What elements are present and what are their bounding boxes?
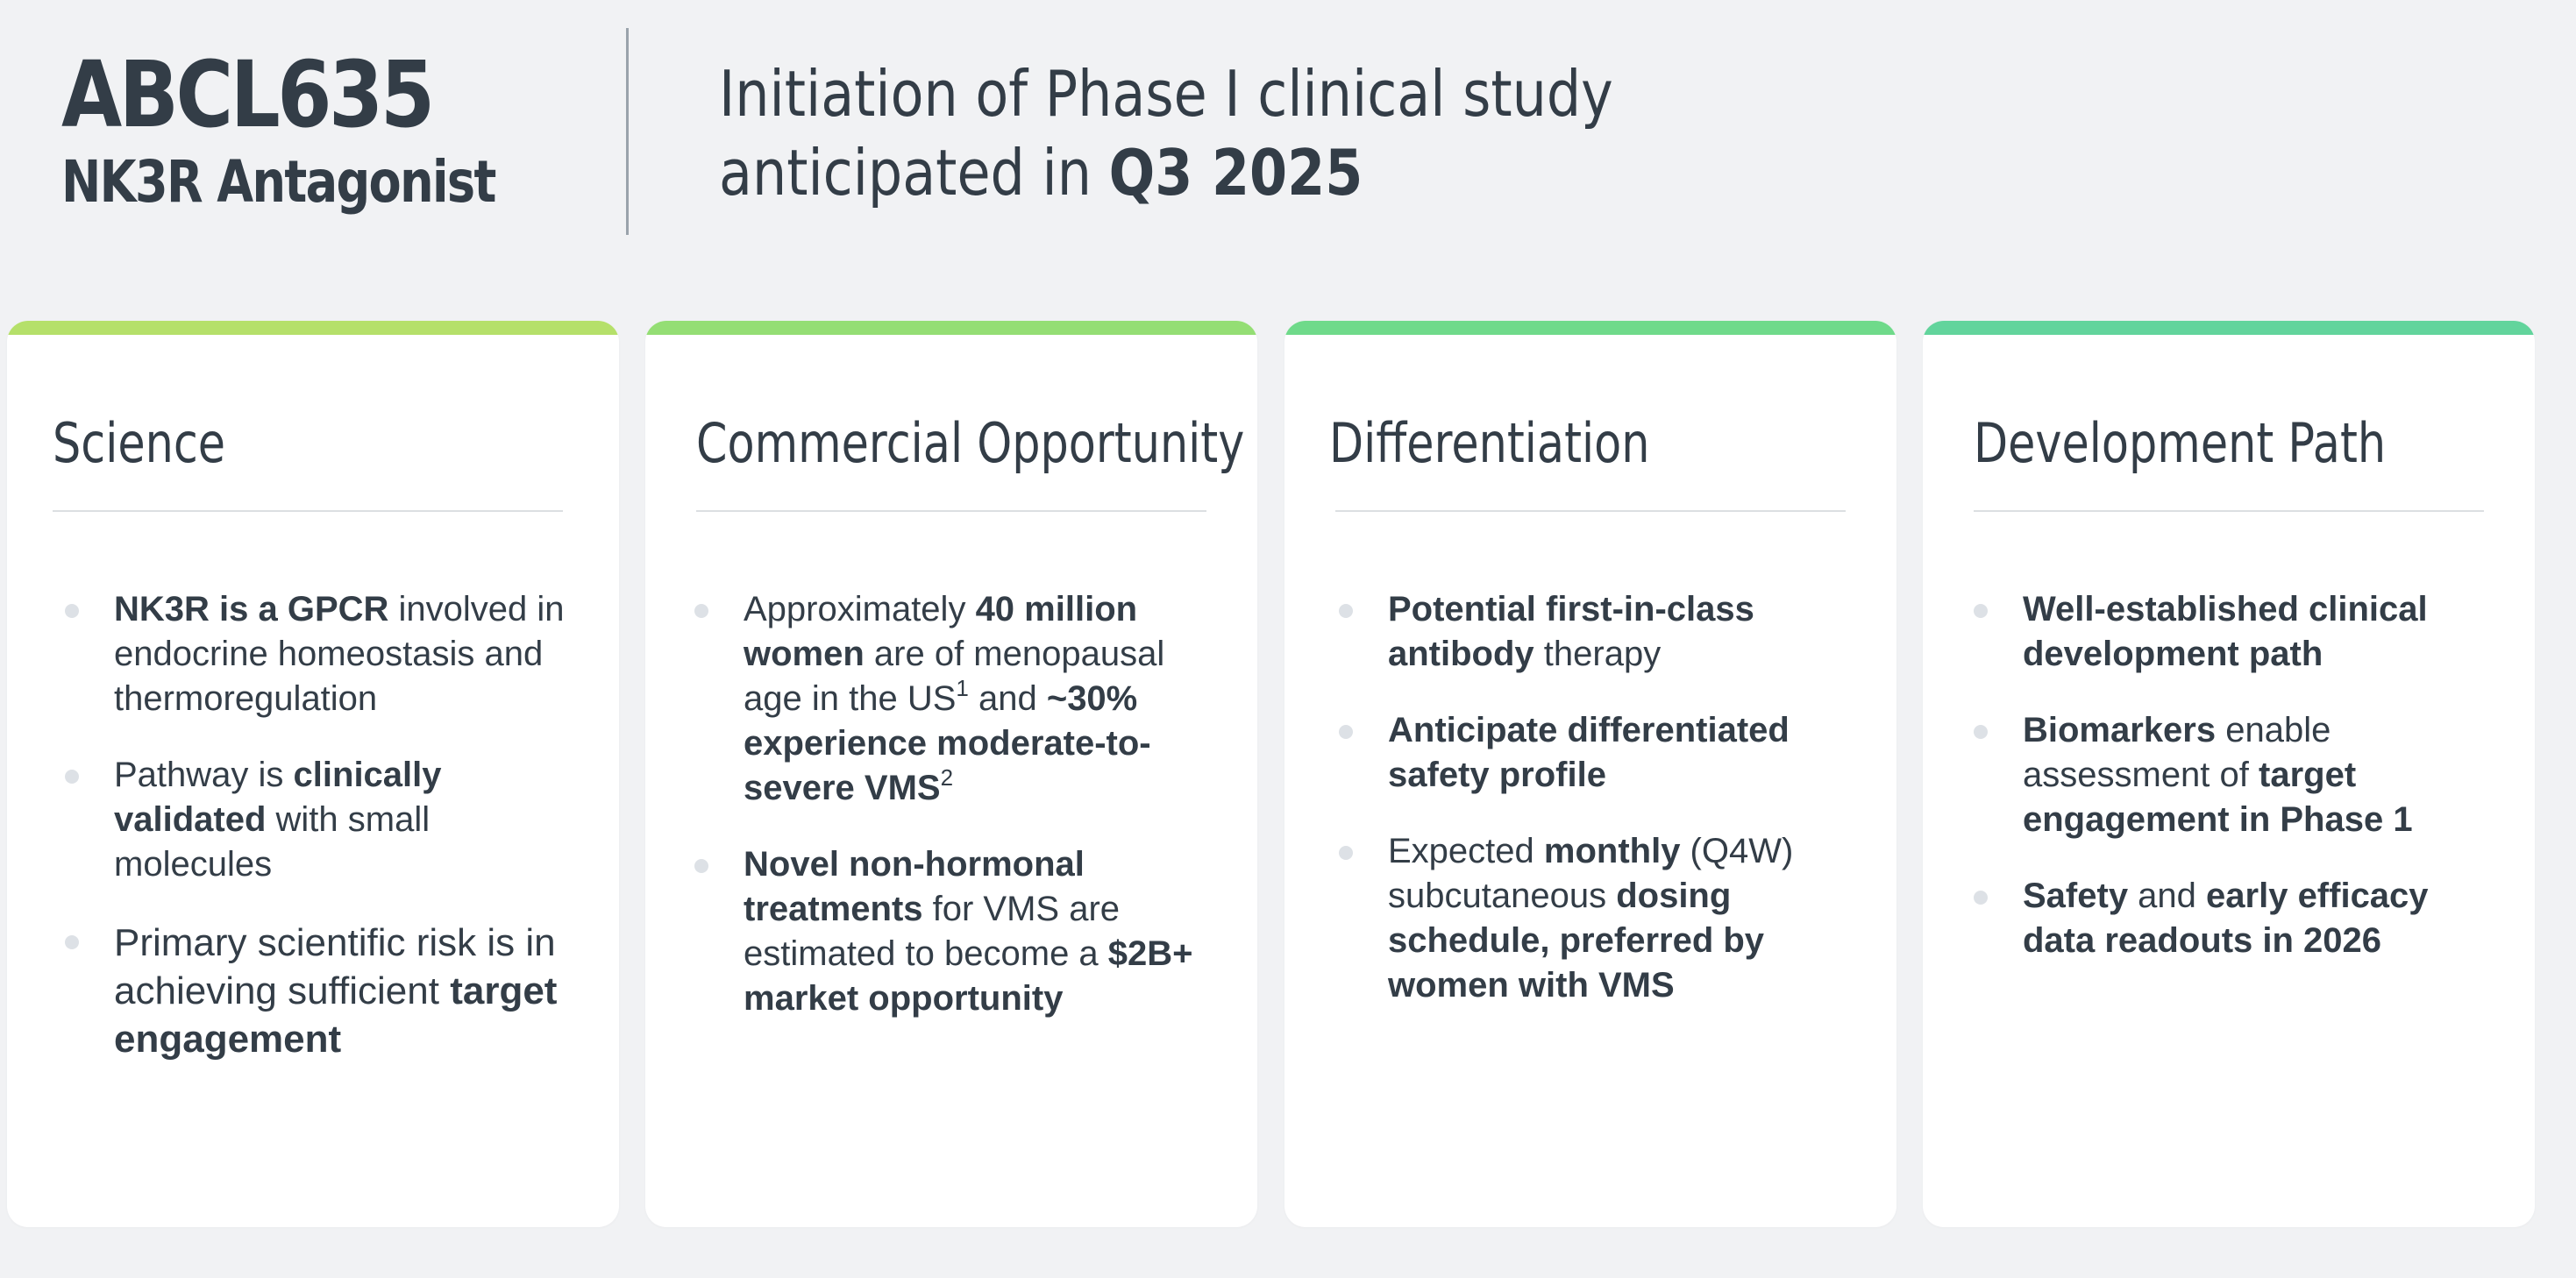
list-item: Well-established clinical development pa… [1974,587,2500,677]
card-title: Differentiation [1329,411,1650,475]
bold-text: 40 million women [744,590,1138,673]
bullet-dot-icon [65,604,79,618]
bullet-list: Well-established clinical development pa… [1974,587,2500,995]
text: therapy [1534,635,1662,673]
list-item: Potential first-in-class antibody therap… [1339,587,1856,677]
text: with small molecules [114,800,431,884]
bold-text: target engagement in Phase 1 [2023,756,2413,839]
list-item: NK3R is a GPCR involved in endocrine hom… [65,587,582,721]
card-divider [696,510,1206,512]
milestone-date: Q3 2025 [1108,136,1363,209]
bold-text: target engagement [114,969,558,1061]
bold-text: Well-established clinical development pa… [2023,590,2428,673]
text: involved in endocrine homeostasis and th… [114,590,565,718]
list-item: Approximately 40 million women are of me… [694,587,1220,811]
list-item: Primary scientific risk is in achieving … [65,919,582,1063]
bullet-dot-icon [1974,725,1988,739]
footnote-ref: 1 [956,675,969,701]
bullet-dot-icon [1339,846,1353,860]
bold-text: NK3R is a GPCR [114,590,389,628]
list-item: Pathway is clinically validated with sma… [65,753,582,887]
milestone-line-2: anticipated in Q3 2025 [719,133,1613,212]
bullet-list: Potential first-in-class antibody therap… [1339,587,1856,1040]
footnote-ref: 2 [940,764,954,791]
product-mechanism: NK3R Antagonist [61,148,496,216]
text: enable assessment of [2023,711,2331,794]
bullet-dot-icon [65,935,79,949]
bullet-dot-icon [694,604,708,618]
list-item: Safety and early efficacy data readouts … [1974,874,2500,963]
card-accent-bar [1284,321,1896,335]
card-divider [53,510,563,512]
text: Primary scientific risk is in achieving … [114,921,556,1012]
list-item: Anticipate differentiated safety profile [1339,708,1856,798]
bold-text: early efficacy data readouts in 2026 [2023,877,2429,960]
list-item: Biomarkers enable assessment of target e… [1974,708,2500,842]
card-development-path: Development Path Well-established clinic… [1923,321,2535,1227]
bold-text: Biomarkers [2023,711,2217,749]
card-accent-bar [1923,321,2535,335]
bullet-list: NK3R is a GPCR involved in endocrine hom… [65,587,582,1095]
bold-text: ~30% experience moderate-to-severe VMS [744,679,1151,807]
milestone-line-1: Initiation of Phase I clinical study [719,57,1613,131]
text: and [2128,877,2207,915]
text: and [968,679,1047,718]
text: Pathway is [114,756,294,794]
bold-text: Anticipate differentiated safety profile [1388,711,1790,794]
text: for VMS are estimated to become a [744,890,1121,973]
card-title: Development Path [1974,411,2387,475]
bullet-dot-icon [65,770,79,784]
text: Expected [1388,832,1544,870]
bullet-list: Approximately 40 million women are of me… [694,587,1220,1053]
header: ABCL635 NK3R Antagonist Initiation of Ph… [0,0,2576,298]
card-divider [1335,510,1846,512]
list-item: Expected monthly (Q4W) subcutaneous dosi… [1339,829,1856,1008]
card-science: Science NK3R is a GPCR involved in endoc… [7,321,619,1227]
milestone-text: Initiation of Phase I clinical study ant… [719,54,1613,212]
card-divider [1974,510,2484,512]
bold-text: Safety [2023,877,2129,915]
header-divider [626,28,629,235]
bold-text: Novel non-hormonal treatments [744,845,1085,928]
card-title: Commercial Opportunity [696,411,1245,475]
bullet-dot-icon [1974,891,1988,905]
card-title: Science [53,411,226,475]
bold-text: monthly [1543,832,1681,870]
card-differentiation: Differentiation Potential first-in-class… [1284,321,1896,1227]
bullet-dot-icon [1974,604,1988,618]
product-name: ABCL635 [61,41,435,148]
bold-text: dosing schedule, preferred by women with… [1388,877,1765,1005]
card-accent-bar [645,321,1257,335]
text: (Q4W) subcutaneous [1388,832,1794,915]
bullet-dot-icon [1339,604,1353,618]
milestone-prefix: anticipated in [719,136,1109,209]
text: Approximately [744,590,976,628]
list-item: Novel non-hormonal treatments for VMS ar… [694,842,1220,1021]
card-accent-bar [7,321,619,335]
bullet-dot-icon [694,859,708,873]
card-commercial-opportunity: Commercial Opportunity Approximately 40 … [645,321,1257,1227]
bold-text: $2B+ market opportunity [744,934,1193,1018]
bullet-dot-icon [1339,725,1353,739]
text: are of menopausal age in the US [744,635,1165,718]
bold-text: Potential first-in-class antibody [1388,590,1754,673]
bold-text: clinically validated [114,756,442,839]
